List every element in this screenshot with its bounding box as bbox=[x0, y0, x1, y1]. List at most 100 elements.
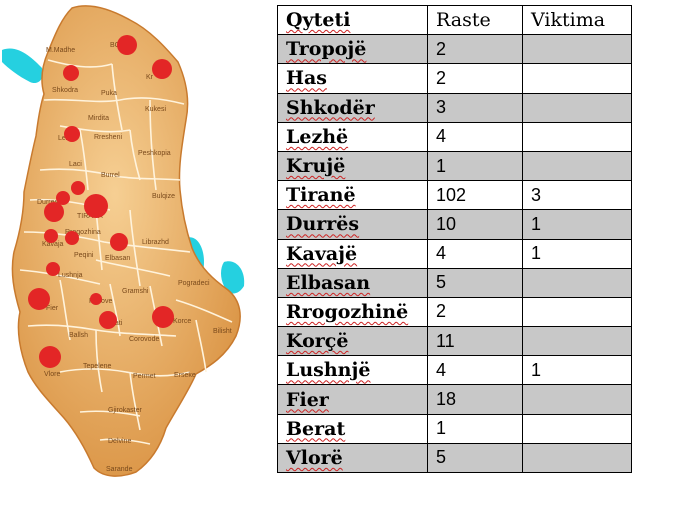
cell-city-text: Kavajë bbox=[286, 242, 358, 265]
marker-elbasan bbox=[110, 233, 128, 251]
label-gramshi: Gramshi bbox=[122, 288, 149, 295]
table-row: Tiranë 102 3 bbox=[277, 180, 632, 211]
label-bulqize: Bulqize bbox=[152, 193, 175, 200]
cell-cases-text: 18 bbox=[436, 389, 457, 410]
marker-korce bbox=[152, 306, 174, 328]
label-tepelene: Tepelene bbox=[83, 363, 112, 370]
cell-city: Lushnjë bbox=[277, 355, 428, 386]
marker-lushnje bbox=[46, 262, 60, 276]
label-korce: Korce bbox=[173, 318, 191, 325]
table-row: Berat 1 bbox=[277, 413, 632, 444]
cell-victims bbox=[522, 296, 632, 328]
cell-city-text: Vlorë bbox=[286, 446, 343, 469]
cell-city: Vlorë bbox=[277, 442, 428, 474]
label-librazhd: Librazhd bbox=[142, 239, 169, 246]
label-pogradeci: Pogradeci bbox=[178, 280, 210, 287]
marker-shkoder bbox=[63, 65, 79, 81]
cell-victims bbox=[522, 442, 632, 474]
marker-kucove bbox=[90, 293, 102, 305]
cell-cases: 4 bbox=[427, 121, 523, 152]
cell-cases: 2 bbox=[427, 34, 523, 65]
marker-has bbox=[152, 59, 172, 79]
cell-city: Berat bbox=[277, 413, 428, 444]
marker-lezhe bbox=[64, 126, 80, 142]
cell-victims bbox=[522, 326, 632, 357]
cell-cases: 4 bbox=[427, 238, 523, 269]
label-shkodra: Shkodra bbox=[52, 87, 78, 94]
cell-cases: 5 bbox=[427, 442, 523, 474]
cell-city-text: Korçë bbox=[286, 330, 349, 353]
cell-cases-text: 1 bbox=[436, 418, 447, 439]
cell-cases: 1 bbox=[427, 413, 523, 444]
cell-city: Lezhë bbox=[277, 121, 428, 152]
header-victims: Viktima bbox=[522, 4, 632, 36]
cell-victims: 1 bbox=[522, 355, 632, 386]
cell-cases-text: 5 bbox=[436, 447, 447, 468]
cell-cases-text: 3 bbox=[436, 97, 447, 118]
cell-cases: 3 bbox=[427, 92, 523, 123]
table-row: Has 2 bbox=[277, 63, 632, 94]
cell-cases-text: 1 bbox=[436, 155, 447, 176]
label-delvine: Delvine bbox=[108, 438, 131, 445]
lake-prespa bbox=[221, 261, 245, 294]
label-rresheni: Rresheni bbox=[94, 134, 122, 141]
cell-city-text: Rrogozhinë bbox=[286, 300, 409, 323]
cell-city-text: Tiranë bbox=[286, 184, 356, 207]
label-tirana: TIRANA bbox=[77, 213, 103, 220]
cell-cases: 5 bbox=[427, 267, 523, 298]
label-bc: BC bbox=[110, 42, 120, 49]
cell-victims bbox=[522, 34, 632, 65]
cell-victims bbox=[522, 150, 632, 182]
cell-city: Tropojë bbox=[277, 34, 428, 65]
cell-city: Durrës bbox=[277, 209, 428, 240]
label-mirdita: Mirdita bbox=[88, 115, 109, 122]
cell-victims bbox=[522, 267, 632, 298]
label-vlore: Vlore bbox=[44, 371, 60, 378]
cell-cases-text: 5 bbox=[436, 272, 447, 293]
cell-cases: 11 bbox=[427, 326, 523, 357]
label-sarande: Sarande bbox=[106, 466, 133, 473]
table-row: Kavajë 4 1 bbox=[277, 238, 632, 269]
cases-table: Qyteti Raste Viktima Tropojë 2 Has 2 Shkodër… bbox=[277, 4, 632, 474]
cell-cases-text: 2 bbox=[436, 38, 447, 59]
cell-city-text: Tropojë bbox=[286, 38, 367, 61]
cell-victims-text: 1 bbox=[531, 359, 542, 380]
cell-cases: 102 bbox=[427, 180, 523, 211]
cell-city-text: Durrës bbox=[286, 213, 360, 236]
table-row: Lezhë 4 bbox=[277, 121, 632, 152]
cell-cases: 4 bbox=[427, 355, 523, 386]
albania-map: M.Madhe Shkodra Puka Kukesi Mirdita Rres… bbox=[2, 5, 245, 477]
cell-victims-text: 3 bbox=[531, 184, 542, 205]
case-markers bbox=[28, 35, 174, 368]
label-m-madhe: M.Madhe bbox=[46, 47, 75, 54]
cell-victims bbox=[522, 63, 632, 94]
cell-city-text: Shkodër bbox=[286, 96, 375, 119]
cell-city-text: Berat bbox=[286, 417, 346, 440]
label-rrogozhina: Rrogozhina bbox=[65, 229, 101, 236]
cell-cases-text: 2 bbox=[436, 67, 447, 88]
cell-city: Korçë bbox=[277, 326, 428, 357]
lake-shkodra bbox=[2, 48, 44, 84]
table-row: Lushnjë 4 1 bbox=[277, 355, 632, 386]
label-erseke: Erseke bbox=[174, 372, 196, 379]
cell-cases-text: 4 bbox=[436, 243, 447, 264]
cell-city-text: Krujë bbox=[286, 155, 346, 178]
label-kukesi: Kukesi bbox=[145, 106, 166, 113]
cell-city: Kavajë bbox=[277, 238, 428, 269]
label-laci: Laci bbox=[69, 161, 82, 168]
label-ballsh: Ballsh bbox=[69, 332, 88, 339]
header-city: Qyteti bbox=[277, 4, 428, 36]
cell-city: Shkodër bbox=[277, 92, 428, 123]
cell-victims: 1 bbox=[522, 209, 632, 240]
table-row: Rrogozhinë 2 bbox=[277, 296, 632, 328]
cell-city: Fier bbox=[277, 384, 428, 415]
cell-cases-text: 102 bbox=[436, 184, 467, 205]
label-puka: Puka bbox=[101, 90, 117, 97]
cell-cases-text: 4 bbox=[436, 126, 447, 147]
cell-victims-text: 1 bbox=[531, 243, 542, 264]
cell-cases: 18 bbox=[427, 384, 523, 415]
label-burrel: Burrel bbox=[101, 172, 120, 179]
table-row: Durrës 10 1 bbox=[277, 209, 632, 240]
table-row: Vlorë 5 bbox=[277, 442, 632, 474]
marker-kavaje bbox=[44, 229, 58, 243]
